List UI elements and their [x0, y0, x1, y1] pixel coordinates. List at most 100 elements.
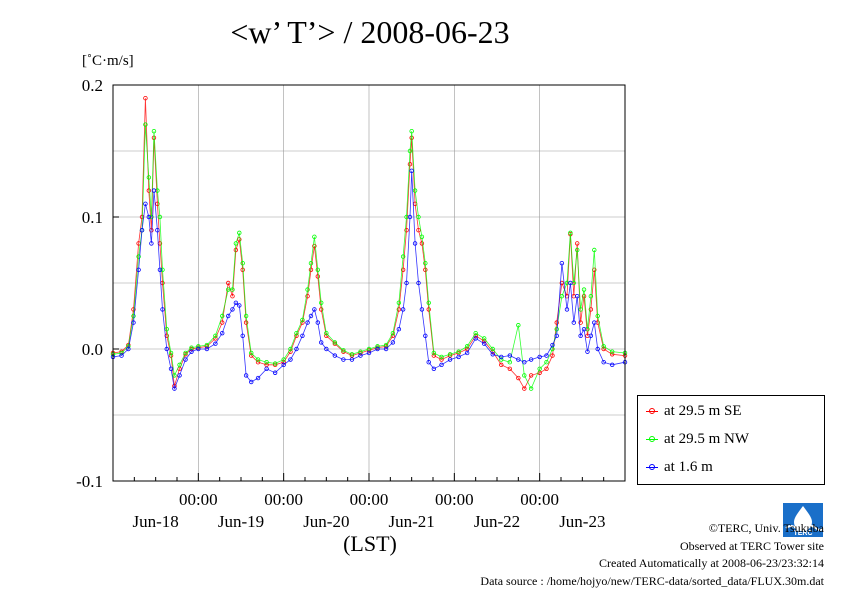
data-point	[151, 128, 157, 134]
data-point	[243, 313, 249, 319]
x-tick-date-label: Jun-20	[303, 512, 349, 531]
data-point	[155, 201, 160, 206]
data-point	[490, 346, 495, 352]
data-point	[131, 320, 136, 325]
y-tick-label: 0.0	[82, 340, 103, 359]
y-axis-unit: [˚C·m/s]	[82, 53, 134, 69]
data-point	[324, 333, 329, 338]
data-point	[412, 188, 418, 193]
data-point	[294, 346, 299, 352]
data-point	[412, 241, 418, 246]
data-point	[482, 341, 487, 346]
data-point	[375, 344, 380, 349]
data-point	[272, 361, 278, 366]
data-point	[390, 330, 396, 336]
data-point	[183, 350, 188, 356]
data-point	[131, 313, 136, 319]
data-point	[585, 349, 590, 354]
data-point	[416, 280, 421, 286]
data-point	[568, 230, 573, 236]
data-point	[300, 333, 305, 338]
data-point	[305, 320, 310, 325]
data-point	[409, 128, 414, 134]
data-point	[131, 307, 136, 312]
data-point	[349, 352, 355, 357]
data-point	[383, 346, 389, 352]
data-point	[319, 300, 324, 305]
data-point	[272, 362, 278, 368]
data-point	[249, 379, 254, 385]
data-point	[366, 350, 372, 356]
series-line	[112, 98, 626, 390]
data-point	[196, 346, 201, 352]
legend-marker-green	[646, 428, 658, 450]
data-point	[375, 345, 380, 350]
data-point	[464, 344, 470, 349]
data-point	[400, 267, 406, 272]
data-point	[189, 349, 194, 354]
y-tick-label: 0.1	[82, 208, 103, 227]
legend-marker-blue	[646, 456, 658, 478]
data-point	[528, 373, 534, 378]
data-point	[164, 346, 169, 352]
x-tick-date-label: Jun-18	[133, 512, 179, 531]
data-point	[324, 330, 329, 336]
data-point	[136, 267, 141, 272]
data-point	[233, 300, 239, 305]
source-text: Data source : /home/hojyo/new/TERC-data/…	[480, 573, 824, 588]
data-point	[610, 362, 615, 368]
data-point	[409, 168, 414, 173]
data-point	[568, 280, 573, 286]
terc-logo-icon: TERC	[783, 503, 823, 537]
data-point	[575, 241, 580, 246]
data-point	[243, 320, 249, 325]
data-point	[358, 353, 363, 358]
data-point	[308, 313, 314, 319]
data-point	[319, 307, 324, 312]
data-point	[537, 366, 542, 371]
data-point	[396, 327, 402, 332]
data-point	[230, 307, 235, 312]
data-point	[575, 247, 580, 253]
data-point	[559, 261, 565, 266]
chart-legend: at 29.5 m SE at 29.5 m NW at 1.6 m	[637, 395, 825, 485]
data-point	[550, 353, 555, 358]
data-point	[473, 336, 478, 341]
data-point	[396, 307, 402, 312]
chart-title: <w’ T’> / 2008-06-23	[230, 14, 510, 50]
data-point	[544, 360, 549, 365]
data-point	[396, 300, 402, 305]
data-point	[146, 175, 152, 180]
data-point	[294, 330, 299, 336]
data-point	[516, 375, 521, 381]
data-point	[281, 357, 286, 362]
data-point	[319, 340, 324, 345]
data-point	[308, 261, 314, 266]
data-point	[213, 341, 218, 346]
data-point	[588, 307, 594, 312]
data-point	[264, 360, 269, 365]
data-point	[464, 350, 470, 356]
legend-label-se: at 29.5 m SE	[664, 403, 742, 419]
data-point	[341, 348, 346, 353]
data-point	[240, 333, 245, 338]
x-tick-time-label: 00:00	[264, 490, 303, 509]
created-text: Created Automatically at 2008-06-23/23:3…	[599, 556, 824, 570]
data-point	[400, 307, 406, 312]
data-point	[230, 287, 235, 292]
axis-labels: -0.10.00.10.200:00 00:00 00:00 00:00 00:00Ju…	[76, 76, 605, 531]
data-point	[151, 188, 157, 193]
data-point	[537, 354, 542, 360]
data-point	[522, 373, 527, 378]
data-point	[305, 294, 310, 299]
data-point	[349, 357, 355, 362]
data-point	[507, 353, 512, 358]
data-point	[390, 340, 396, 345]
data-point	[341, 357, 346, 362]
data-point	[490, 352, 495, 357]
data-point	[554, 333, 559, 338]
data-point	[528, 357, 534, 362]
data-point	[571, 320, 576, 325]
data-point	[575, 294, 580, 299]
data-point	[447, 357, 453, 362]
